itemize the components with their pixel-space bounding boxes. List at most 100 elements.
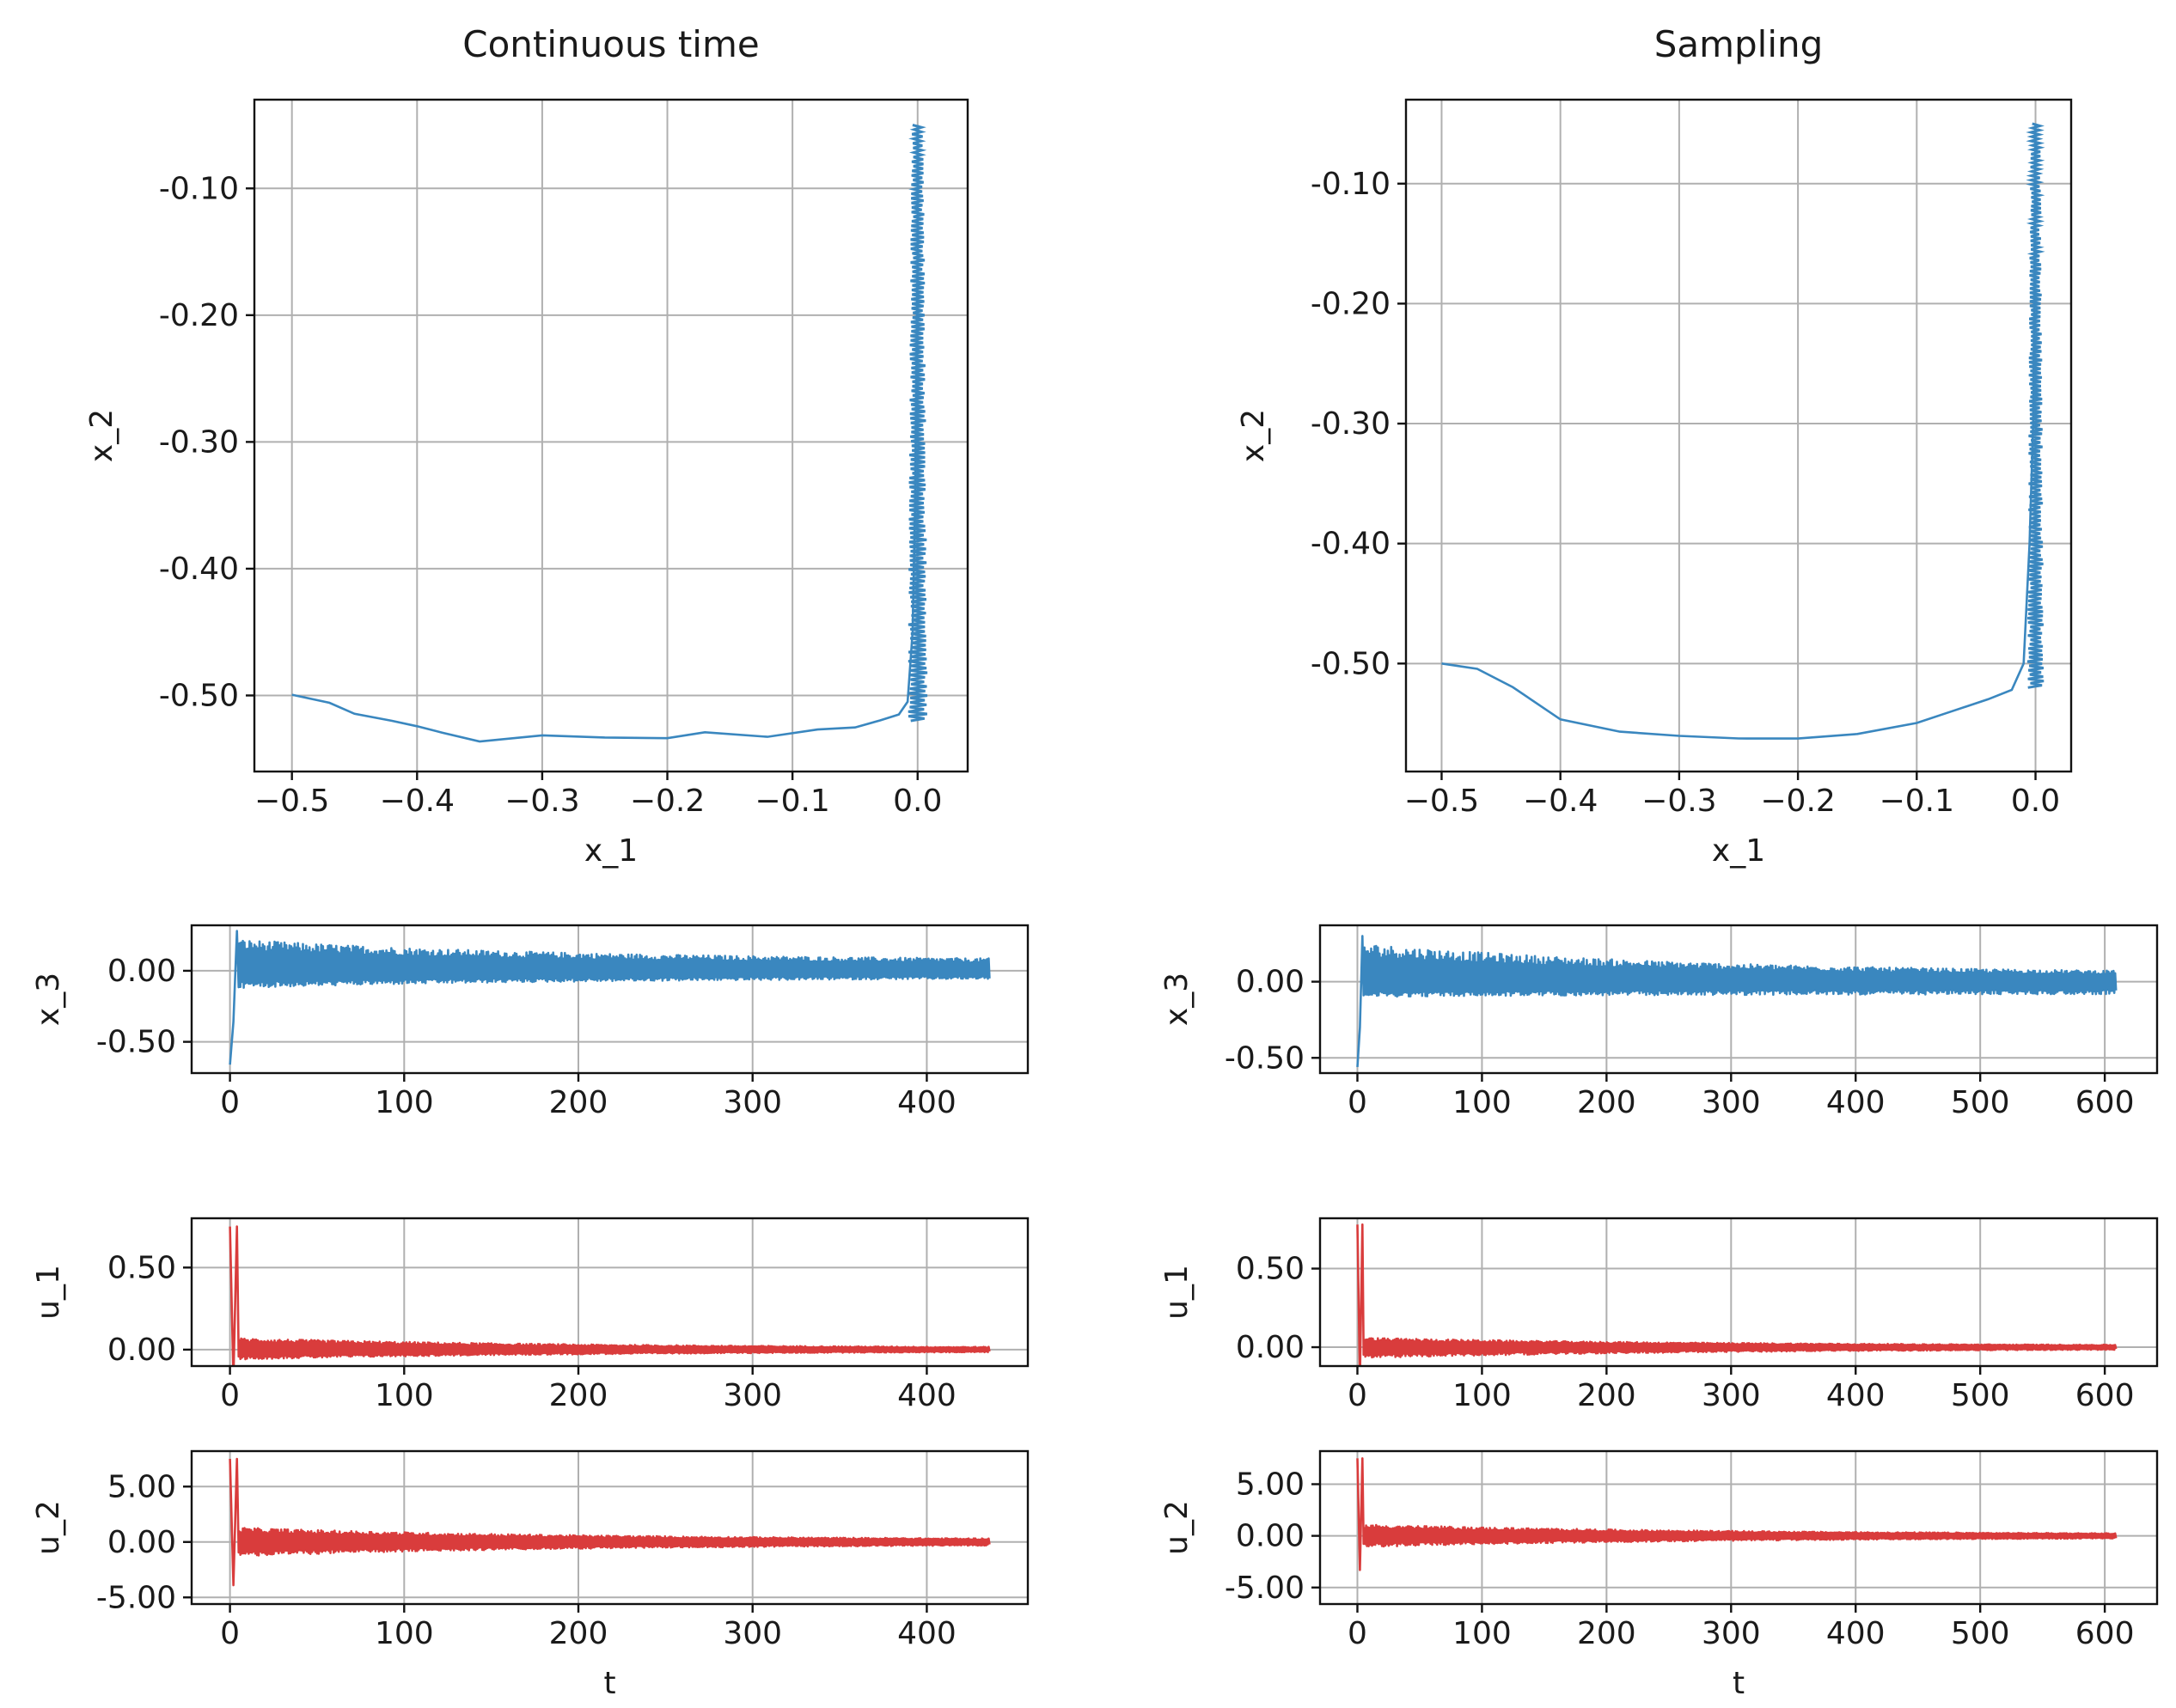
x-tick-label: −0.3 [504, 784, 579, 819]
y-tick-label: -0.20 [159, 298, 239, 333]
signal-line [229, 1457, 991, 1587]
series-group [1356, 1457, 2118, 1571]
x-tick-label: 200 [1577, 1378, 1636, 1413]
plot-frame [1318, 1217, 2159, 1368]
y-tick-label: -0.30 [159, 424, 239, 460]
x-tick-label: 400 [897, 1085, 957, 1120]
x-axis-label: t [603, 1666, 615, 1701]
x-tick-label: −0.2 [630, 784, 705, 819]
y-tick-label: -0.10 [159, 171, 239, 206]
signal-line [229, 930, 991, 1065]
x-tick-label: 200 [1577, 1616, 1636, 1651]
y-axis-label: u_1 [1159, 1265, 1195, 1320]
panel-sampling-x3-plot: 0 100 200 300 400 500 600 0.00 -0.50 x_3 [1159, 924, 2159, 1120]
x-tick-label: 600 [2075, 1616, 2135, 1651]
x-tick-label: 100 [375, 1085, 434, 1120]
y-axis-label: x_2 [1236, 409, 1271, 462]
x-tick-label: −0.5 [254, 784, 329, 819]
signal-line [1356, 935, 2118, 1067]
x-tick-label: 300 [723, 1085, 782, 1120]
series-group [1356, 935, 2118, 1067]
y-tick-label: 0.00 [107, 954, 176, 989]
x-tick-label: 100 [375, 1378, 434, 1413]
y-tick-label: 0.00 [1236, 1330, 1305, 1365]
y-tick-label: 0.00 [107, 1525, 176, 1560]
x-tick-label: 0 [1348, 1085, 1367, 1120]
y-axis-label: x_2 [84, 409, 119, 462]
x-tick-label: 300 [1702, 1378, 1761, 1413]
x-tick-label: 200 [1577, 1085, 1636, 1120]
panel-continuous-u2-plot: 0 100 200 300 400 5.00 0.00 -5.00 t u_2 [31, 1449, 1030, 1701]
panel-sampling-u2-plot: 0 100 200 300 400 500 600 5.00 0.00 -5.00 t u_2 [1159, 1449, 2159, 1701]
x-tick-label: −0.4 [1523, 784, 1598, 819]
y-axis-label: x_3 [1159, 973, 1195, 1026]
panel-sampling-phase-plot: −0.5 −0.4 −0.3 −0.2 −0.1 0.0 -0.10 -0.20 -0.30 -0… [1236, 23, 2073, 869]
signal-line [229, 1225, 991, 1366]
series-group [1356, 1223, 2118, 1366]
plot-frame [1318, 1449, 2159, 1606]
x-tick-label: 600 [2075, 1085, 2135, 1120]
x-tick-label: 500 [1951, 1378, 2010, 1413]
signal-line [1356, 1457, 2118, 1571]
y-tick-label: -0.50 [159, 678, 239, 713]
x-tick-label: 400 [897, 1616, 957, 1651]
plot-frame [190, 1217, 1030, 1368]
y-tick-label: -5.00 [1225, 1571, 1305, 1606]
x-tick-label: 600 [2075, 1378, 2135, 1413]
panel-title: Sampling [1654, 23, 1824, 65]
panel-continuous-x3-plot: 0 100 200 300 400 0.00 -0.50 x_3 [31, 924, 1030, 1120]
series-group [229, 930, 991, 1065]
panel-continuous-u1-plot: 0 100 200 300 400 0.50 0.00 u_1 [31, 1217, 1030, 1413]
x-tick-label: 0 [1348, 1616, 1367, 1651]
x-tick-label: 200 [549, 1378, 608, 1413]
y-axis-label: u_2 [31, 1500, 66, 1555]
trajectory-line [291, 125, 920, 743]
panel-title: Continuous time [462, 23, 759, 65]
plot-frame [1318, 924, 2159, 1075]
y-tick-label: 5.00 [107, 1469, 176, 1504]
y-tick-label: 0.00 [1236, 965, 1305, 1000]
y-tick-label: -0.50 [1225, 1040, 1305, 1076]
y-tick-label: -0.30 [1311, 406, 1391, 442]
y-tick-label: -0.10 [1311, 167, 1391, 202]
y-tick-label: -0.50 [1311, 646, 1391, 681]
oscillation-band [908, 124, 928, 723]
x-tick-label: 100 [1452, 1616, 1512, 1651]
x-tick-label: 400 [1826, 1616, 1886, 1651]
x-tick-label: 300 [723, 1616, 782, 1651]
x-tick-label: 500 [1951, 1616, 2010, 1651]
y-axis-label: x_3 [31, 973, 66, 1026]
signal-line [1356, 1223, 2118, 1366]
x-tick-label: 0 [220, 1378, 240, 1413]
x-tick-label: 100 [375, 1616, 434, 1651]
x-tick-label: 500 [1951, 1085, 2010, 1120]
x-tick-label: 400 [1826, 1085, 1886, 1120]
x-axis-label: x_1 [584, 833, 638, 869]
oscillation-band [2026, 122, 2045, 689]
y-tick-label: 0.50 [107, 1250, 176, 1285]
plot-frame [190, 1449, 1030, 1606]
x-tick-label: −0.5 [1404, 784, 1479, 819]
x-tick-label: 0 [1348, 1378, 1367, 1413]
x-tick-label: −0.1 [755, 784, 829, 819]
x-tick-label: 0.0 [893, 784, 942, 819]
y-tick-label: -5.00 [96, 1580, 176, 1615]
x-tick-label: 300 [723, 1378, 782, 1413]
x-tick-label: 200 [549, 1616, 608, 1651]
y-tick-label: 5.00 [1236, 1467, 1305, 1502]
y-tick-label: -0.40 [1311, 527, 1391, 562]
x-axis-label: t [1733, 1666, 1745, 1701]
y-tick-label: -0.50 [96, 1025, 176, 1060]
y-axis-label: u_2 [1159, 1500, 1195, 1555]
panel-sampling-u1-plot: 0 100 200 300 400 500 600 0.50 0.00 u_1 [1159, 1217, 2159, 1413]
y-axis-label: u_1 [31, 1265, 66, 1320]
plot-frame [1404, 98, 2073, 773]
series-group [1441, 122, 2045, 740]
series-group [229, 1225, 991, 1366]
x-tick-label: −0.1 [1880, 784, 1954, 819]
x-tick-label: 400 [897, 1378, 957, 1413]
x-tick-label: −0.2 [1760, 784, 1835, 819]
x-tick-label: 0 [220, 1616, 240, 1651]
y-tick-label: 0.00 [107, 1333, 176, 1368]
